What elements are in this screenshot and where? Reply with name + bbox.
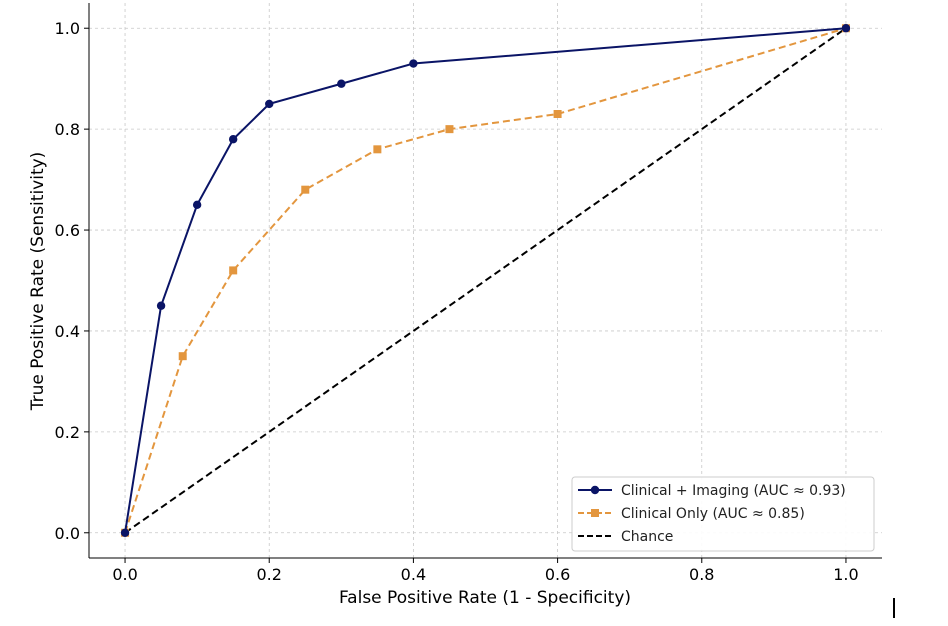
x-tick-label: 0.0 xyxy=(112,565,137,584)
x-tick-label: 0.4 xyxy=(401,565,426,584)
x-tick-label: 0.2 xyxy=(257,565,282,584)
x-axis-label: False Positive Rate (1 - Specificity) xyxy=(339,588,631,608)
legend-label-0: Clinical + Imaging (AUC ≈ 0.93) xyxy=(621,483,846,499)
legend-box xyxy=(571,476,875,552)
legend-marker-0 xyxy=(590,485,600,495)
y-tick-label: 0.6 xyxy=(55,221,80,240)
y-tick-label: 0.8 xyxy=(55,120,80,139)
series-group xyxy=(120,24,851,537)
text-cursor-mark xyxy=(893,598,895,618)
series-0-point xyxy=(409,59,418,68)
x-tick-label: 1.0 xyxy=(833,565,858,584)
y-axis-label: True Positive Rate (Sensitivity) xyxy=(28,152,48,412)
series-1-point xyxy=(301,185,310,194)
series-line-0 xyxy=(124,27,847,533)
y-tick-label: 1.0 xyxy=(55,19,80,38)
grid-lines xyxy=(89,3,882,558)
series-0-point xyxy=(337,79,346,88)
x-tick-label: 0.8 xyxy=(689,565,714,584)
series-0-point xyxy=(192,200,202,210)
series-1-point xyxy=(178,352,187,361)
series-0-point xyxy=(228,135,238,144)
y-tick-label: 0.4 xyxy=(55,322,80,341)
legend: Clinical + Imaging (AUC ≈ 0.93) Clinical … xyxy=(571,476,875,552)
series-1-point xyxy=(445,125,454,134)
series-line-2 xyxy=(124,27,847,534)
legend-label-2: Chance xyxy=(621,529,673,545)
legend-marker-1 xyxy=(591,509,599,517)
axes xyxy=(88,3,882,559)
y-tick-label: 0.0 xyxy=(55,524,80,543)
series-0-point xyxy=(156,301,166,310)
y-tick-label: 0.2 xyxy=(55,423,80,442)
series-1-point xyxy=(229,266,238,275)
series-0-point xyxy=(841,24,851,33)
axis-labels: False Positive Rate (1 - Specificity) Tr… xyxy=(28,152,631,608)
series-0-point xyxy=(265,99,274,109)
series-1-point xyxy=(553,110,562,118)
legend-label-1: Clinical Only (AUC ≈ 0.85) xyxy=(621,506,805,522)
series-1-point xyxy=(373,145,382,154)
series-0-point xyxy=(120,528,130,537)
tick-marks: 0.0 0.2 0.4 0.6 0.8 1.0 0.0 0.2 0.4 0.6 0.8 1.0 xyxy=(55,19,859,584)
series-line-1 xyxy=(124,27,847,534)
x-tick-label: 0.6 xyxy=(545,565,570,584)
